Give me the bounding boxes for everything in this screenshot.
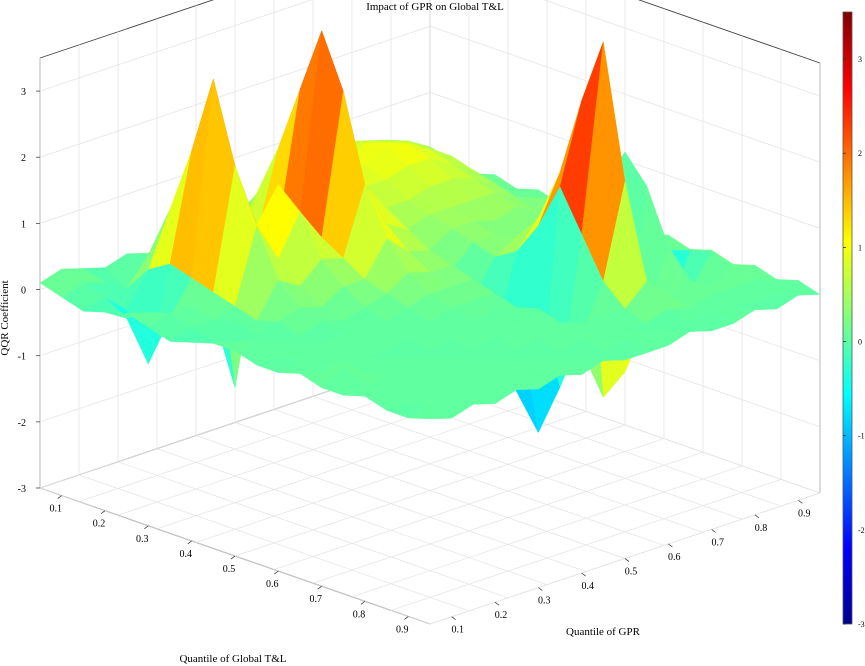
y-tick-mark <box>668 543 673 548</box>
y-tick-label: 0.6 <box>668 552 681 563</box>
x-tick-label: 0.5 <box>223 564 236 575</box>
floor-grid-line-y <box>234 422 626 559</box>
y-tick-label: 0.1 <box>451 625 464 636</box>
y-tick-label: 0.9 <box>798 508 811 519</box>
z-tick-label: -1 <box>18 352 26 363</box>
chart-title: Impact of GPR on Global T&L <box>366 1 504 13</box>
floor-grid-line-x <box>312 451 704 584</box>
x-tick-mark <box>274 570 279 575</box>
surface-patch <box>407 403 453 420</box>
y-tick-mark <box>581 572 586 577</box>
tick-labels: 0.1 0.2 0.3 0.4 0.5 0.6 0.7 0.8 0.9 0.1 0.2 0.3 0.4 0… <box>18 87 811 636</box>
x-tick-label: 0.4 <box>179 549 192 560</box>
colorbar-tick-label: 0 <box>858 338 862 347</box>
z-tick-label: -3 <box>18 484 26 495</box>
floor-grid-line-y <box>312 395 704 533</box>
z-tick-label: -2 <box>18 418 26 429</box>
z-axis-label: QQR Coefficient <box>0 280 11 355</box>
x-tick-mark <box>230 555 236 560</box>
z-tick-label: 1 <box>21 219 26 230</box>
z-tick-label: 0 <box>21 286 26 297</box>
surface-mesh <box>39 30 821 434</box>
z-tick-label: 2 <box>21 153 26 164</box>
y-tick-mark <box>538 587 543 591</box>
y-tick-label: 0.4 <box>581 581 594 592</box>
y-tick-label: 0.2 <box>495 610 508 621</box>
x-tick-label: 0.8 <box>353 609 366 620</box>
x-tick-label: 0.9 <box>396 624 409 635</box>
colorbar-tick-label: 2 <box>858 149 862 158</box>
floor-grid-line-x <box>390 479 782 611</box>
x-axis-label: Quantile of Global T&L <box>179 653 286 665</box>
y-tick-label: 0.3 <box>538 596 551 607</box>
floor-grid-line-y <box>273 409 665 546</box>
y-tick-mark <box>624 558 630 562</box>
colorbar: 3 2 1 0 -1 -2 -3 <box>842 11 865 629</box>
y-tick-mark <box>798 499 803 504</box>
colorbar-tick-label: 1 <box>858 243 862 252</box>
back-wall-grid-horizontal <box>429 25 821 163</box>
x-tick-label: 0.7 <box>309 594 322 605</box>
x-tick-label: 0.3 <box>136 534 149 545</box>
left-wall-grid-horizontal <box>39 92 431 224</box>
y-tick-label: 0.7 <box>711 537 724 548</box>
y-tick-mark <box>754 514 760 519</box>
x-tick-label: 0.2 <box>93 519 106 530</box>
y-tick-label: 0.5 <box>625 567 638 578</box>
top-edge-right <box>637 0 821 64</box>
floor-grid-line-x <box>351 465 743 598</box>
y-tick-label: 0.8 <box>755 523 768 534</box>
x-tick-label: 0.6 <box>266 579 279 590</box>
left-wall-grid-horizontal <box>39 0 313 92</box>
back-wall-grid-horizontal <box>543 0 821 97</box>
colorbar-tick-label: -1 <box>858 432 865 441</box>
x-tick-mark <box>100 510 106 514</box>
x-tick-mark <box>360 601 366 605</box>
left-wall-grid-horizontal <box>39 25 431 158</box>
y-tick-mark <box>494 601 500 606</box>
x-tick-mark <box>404 616 409 620</box>
y-tick-mark <box>451 616 456 621</box>
x-tick-label: 0.1 <box>49 504 62 515</box>
colorbar-tick-label: -2 <box>858 526 865 535</box>
top-edge-left <box>39 0 215 59</box>
y-tick-mark <box>711 529 716 533</box>
x-tick-mark <box>317 585 322 590</box>
y-axis-label: Quantile of GPR <box>566 626 641 638</box>
z-tick-label: 3 <box>21 87 26 98</box>
colorbar-ticks: 3 2 1 0 -1 -2 -3 <box>843 55 865 629</box>
colorbar-gradient <box>842 11 853 625</box>
x-tick-mark <box>187 540 192 545</box>
colorbar-tick-label: 3 <box>858 55 862 64</box>
colorbar-tick-label: -3 <box>858 620 865 629</box>
x-tick-mark <box>144 525 149 530</box>
floor-grid-line-x <box>273 438 665 570</box>
x-tick-mark <box>57 495 62 499</box>
